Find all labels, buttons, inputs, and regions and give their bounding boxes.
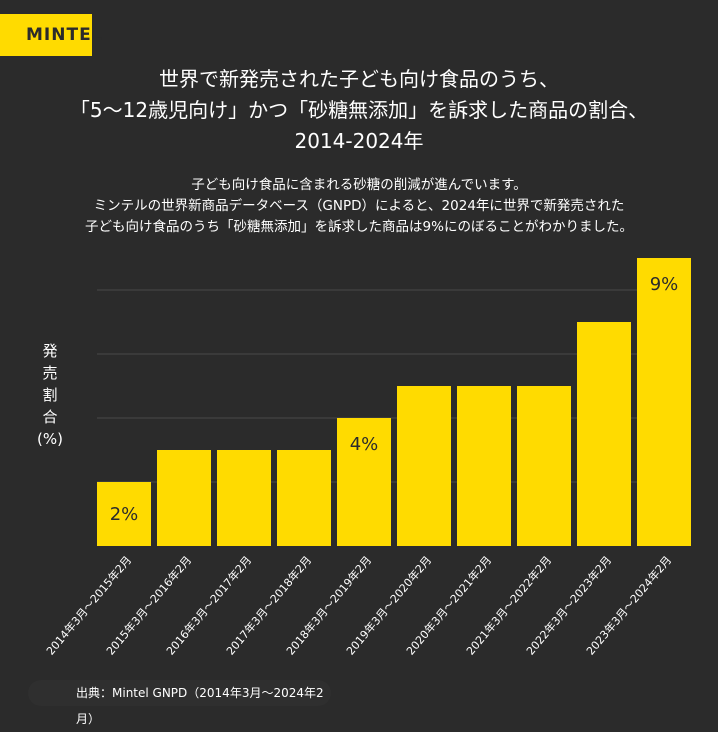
chart-subtitle: 子ども向け食品に含まれる砂糖の削減が進んでいます。 ミンテルの世界新商品データベ… (0, 175, 718, 238)
data-label: 9% (650, 274, 679, 295)
y-axis-label: 発 売 割 合 (%) (30, 340, 70, 450)
mintel-logo: MINTEL (0, 14, 103, 56)
bar (637, 258, 691, 546)
subtitle-line: 子ども向け食品に含まれる砂糖の削減が進んでいます。 (191, 177, 527, 193)
bar (337, 418, 391, 546)
bar (397, 386, 451, 546)
subtitle-line: ミンテルの世界新商品データベース（GNPD）によると、2024年に世界で新発売さ… (93, 198, 625, 214)
y-label-char: 合 (42, 408, 58, 426)
title-line: 世界で新発売された子ども向け食品のうち、 (159, 67, 559, 91)
data-label: 4% (350, 434, 379, 455)
bar (157, 450, 211, 546)
y-label-char: 売 (42, 364, 58, 382)
title-line: 「5〜12歳児向け」かつ「砂糖無添加」を訴求した商品の割合、 (69, 98, 649, 122)
bar (577, 322, 631, 546)
bar (457, 386, 511, 546)
subtitle-line: 子ども向け食品のうち「砂糖無添加」を訴求した商品は9%にのぼることがわかりました… (85, 219, 633, 235)
bar (97, 482, 151, 546)
y-label-char: 割 (42, 386, 58, 404)
data-label: 2% (110, 504, 139, 525)
bar (517, 386, 571, 546)
title-line: 2014-2024年 (294, 129, 424, 153)
y-label-char: 発 (42, 342, 58, 360)
logo-text: MINTEL (26, 25, 104, 45)
bar-chart: 2%2014年3月〜2015年2月2015年3月〜2016年2月2016年3月〜… (43, 258, 691, 658)
bar (277, 450, 331, 546)
y-label-char: (%) (37, 430, 63, 448)
source-note: 出典：Mintel GNPD（2014年3月〜2024年2月） (28, 680, 331, 726)
bar (217, 450, 271, 546)
chart-title: 世界で新発売された子ども向け食品のうち、 「5〜12歳児向け」かつ「砂糖無添加」… (0, 64, 718, 157)
